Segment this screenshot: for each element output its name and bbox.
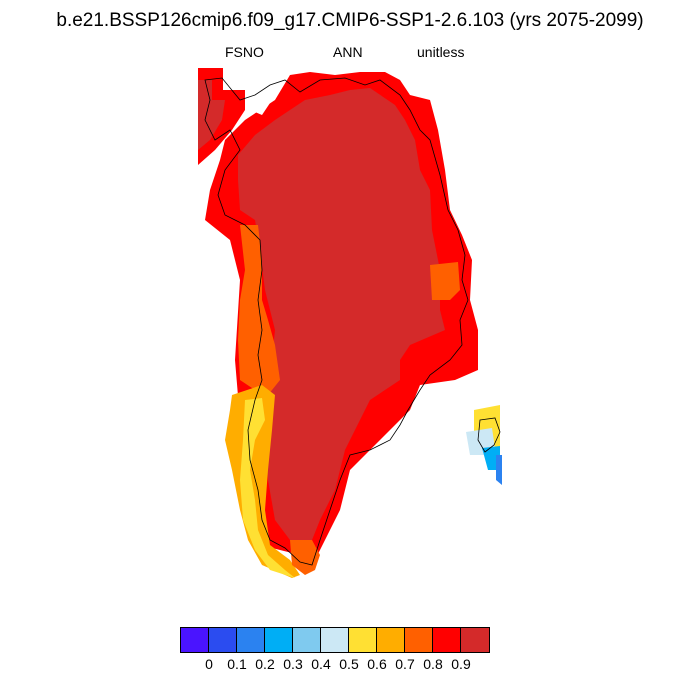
colorbar-swatch [376,627,406,653]
colorbar-label: 0.7 [395,656,415,672]
colorbar-swatch [460,627,490,653]
island-blue [496,455,502,485]
southwest-yellow [240,398,295,578]
colorbar-label: 0.1 [227,656,247,672]
colorbar-swatch [264,627,294,653]
island-coastline [477,417,501,453]
colorbar-swatch [432,627,462,653]
colorbar-swatch [404,627,434,653]
island-cyan [482,446,500,470]
colorbar-swatch [292,627,322,653]
colorbar-label: 0.9 [451,656,471,672]
colorbar-swatch [236,627,266,653]
colorbar-swatch [320,627,350,653]
north-gap [255,78,282,115]
period-label: ANN [333,44,363,60]
colorbar-label: 0.5 [339,656,359,672]
ice-sheet-interior [238,88,445,545]
east-coast-orange [430,262,460,300]
colorbar-swatch [348,627,378,653]
colorbar-label: 0.6 [367,656,387,672]
colorbar-label: 0.3 [283,656,303,672]
variable-label: FSNO [225,44,264,60]
colorbar-label: 0.2 [255,656,275,672]
coastline [204,77,469,566]
nw-margin-inner [198,80,225,150]
south-tip [290,540,320,575]
colorbar-swatch [180,627,210,653]
colorbar-label: 0 [205,656,213,672]
colorbar-label: 0.4 [311,656,331,672]
colorbar-label: 0.8 [423,656,443,672]
colorbar-swatch [208,627,238,653]
units-label: unitless [417,44,465,60]
figure-title: b.e21.BSSP126cmip6.f09_g17.CMIP6-SSP1-2.… [56,10,644,31]
